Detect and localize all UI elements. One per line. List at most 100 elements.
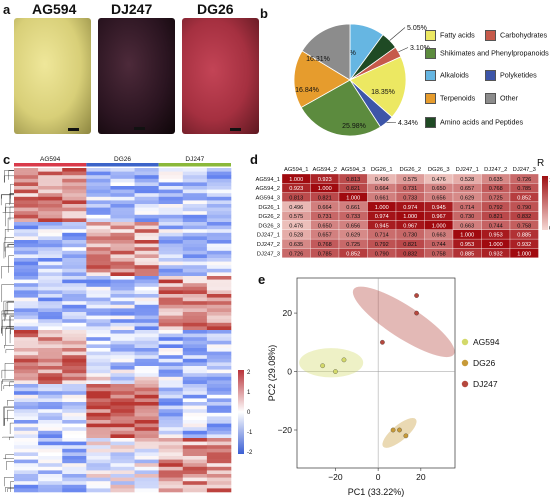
heatmap-cell (110, 232, 135, 237)
heatmap-cell (38, 297, 63, 302)
heatmap-cell (38, 186, 63, 190)
heatmap-cell (110, 182, 135, 187)
matrix-cell-value: 0.821 (403, 242, 417, 248)
heatmap-cell (206, 301, 232, 306)
heatmap-cell (206, 398, 232, 403)
heatmap-cell (110, 391, 135, 396)
heatmap-cell (14, 200, 39, 205)
heatmap-cell (182, 420, 208, 424)
heatmap-cell (158, 466, 184, 471)
heatmap-cell (206, 250, 232, 255)
matrix-cell-value: 0.575 (403, 177, 417, 183)
matrix-col-label: DJ247_2 (484, 167, 507, 173)
heatmap-cell (38, 261, 63, 266)
heatmap-cell (158, 250, 184, 255)
heatmap-cell (110, 268, 135, 273)
heatmap-cell (134, 297, 159, 302)
heatmap-cell (182, 380, 208, 385)
heatmap-cell (86, 434, 111, 439)
heatmap-cell (110, 340, 135, 345)
heatmap-cell (14, 484, 39, 489)
heatmap-cell (86, 427, 111, 432)
heatmap-cell (110, 276, 135, 280)
heatmap-cell (134, 351, 159, 356)
heatmap-cell (134, 189, 159, 194)
heatmap-cell (86, 193, 111, 198)
heatmap-cell (110, 254, 135, 259)
heatmap-cell (62, 366, 87, 370)
heatmap-cell (14, 463, 39, 468)
matrix-cell-value: 0.768 (318, 242, 332, 248)
heatmap-cell (86, 484, 111, 489)
heatmap-cell (158, 171, 184, 176)
heatmap-cell (110, 376, 135, 381)
heatmap-cell (86, 315, 111, 320)
heatmap-cell (158, 398, 184, 403)
heatmap-cell (134, 459, 159, 464)
heatmap-cell (86, 448, 111, 453)
heatmap-cell (182, 250, 208, 255)
matrix-cell-value: 0.528 (460, 177, 474, 183)
heatmap-cell (158, 380, 184, 385)
heatmap-cell (14, 240, 39, 244)
pca-legend-marker (461, 359, 469, 367)
heatmap-cell (182, 394, 208, 399)
plot-frame (296, 277, 456, 469)
heatmap-cell (110, 459, 135, 464)
matrix-cell-value: 0.923 (318, 177, 332, 183)
heatmap-cell (206, 351, 232, 356)
heatmap-cell (110, 225, 135, 230)
heatmap-cell (182, 326, 208, 331)
heatmap-cell (38, 358, 63, 363)
matrix-cell-value: 0.663 (460, 223, 474, 229)
heatmap-cell (62, 391, 87, 396)
heatmap-cell (62, 427, 87, 432)
heatmap-cell (158, 369, 184, 374)
heatmap-cell (14, 387, 39, 392)
heatmap-cell (86, 470, 111, 475)
matrix-cell-value: 1.000 (517, 251, 531, 257)
legend-label: Carbohydrates (500, 30, 548, 40)
heatmap-cell (182, 294, 208, 298)
heatmap-cell (158, 434, 184, 439)
heatmap-cell (182, 218, 208, 223)
heatmap-cell (38, 225, 63, 230)
heatmap-cell (110, 441, 135, 446)
heatmap-cell (158, 409, 184, 414)
heatmap-cell (14, 466, 39, 471)
heatmap-cell (134, 423, 159, 428)
heatmap-cell (86, 200, 111, 205)
heatmap-cell (14, 340, 39, 345)
heatmap-cell (62, 362, 87, 367)
heatmap-cell (206, 189, 232, 194)
heatmap-cell (158, 182, 184, 187)
pie-legend-item: Terpenoids (425, 93, 475, 104)
confidence-ellipse (352, 286, 455, 358)
matrix-cell-value: 0.714 (375, 233, 389, 239)
matrix-cell-value: 0.744 (432, 242, 446, 248)
heatmap-cell (110, 211, 135, 216)
matrix-row-label: AG594_2 (256, 186, 281, 192)
heatmap-cell (14, 214, 39, 219)
heatmap-cell (62, 182, 87, 187)
heatmap-cell (86, 394, 111, 399)
photo-title-dj247: DJ247 (111, 1, 153, 17)
heatmap-cell (206, 247, 232, 252)
heatmap-cell (62, 394, 87, 399)
heatmap-cell (86, 171, 111, 176)
heatmap-cell (86, 337, 111, 342)
heatmap-cell (14, 369, 39, 374)
heatmap-cell (134, 247, 159, 252)
heatmap-cell (110, 466, 135, 471)
colorbar-tick-label: 0 (247, 410, 251, 416)
heatmap-cell (14, 189, 39, 194)
heatmap-cell (182, 452, 208, 457)
heatmap-cell (158, 430, 184, 435)
heatmap-cell (182, 236, 208, 241)
heatmap-cell (38, 171, 63, 176)
heatmap-cell (110, 398, 135, 403)
heatmap-cell (14, 376, 39, 381)
matrix-cell-value: 0.656 (346, 223, 360, 229)
heatmap-cell (182, 276, 208, 280)
heatmap-cell (182, 477, 208, 482)
